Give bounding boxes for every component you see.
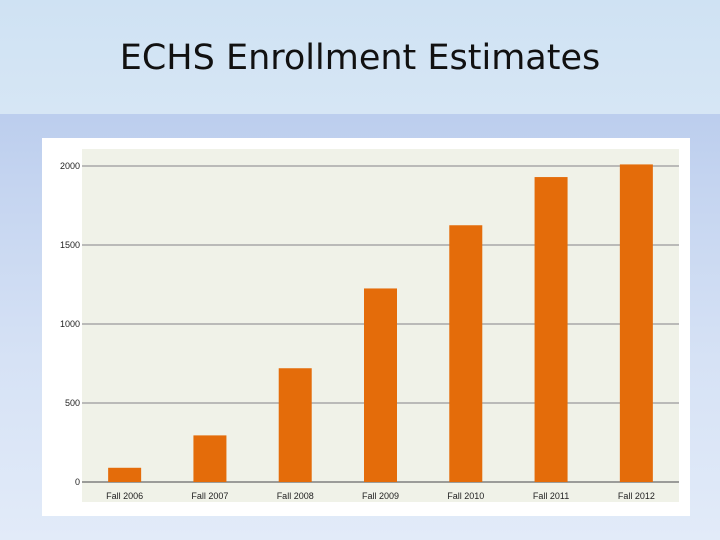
x-tick-label: Fall 2007 [191,491,228,501]
bar [364,288,397,482]
x-tick-label: Fall 2012 [618,491,655,501]
x-tick-label: Fall 2009 [362,491,399,501]
y-tick-label: 2000 [60,161,80,171]
y-tick-label: 500 [65,398,80,408]
bar [619,164,653,483]
x-tick-label: Fall 2006 [106,491,143,501]
bar [278,368,312,482]
y-tick-label: 0 [75,477,80,487]
title-band [0,0,720,114]
bar [108,467,142,482]
bar [193,435,227,482]
x-tick-label: Fall 2008 [277,491,314,501]
bar [449,225,483,482]
y-tick-label: 1000 [60,319,80,329]
x-tick-label: Fall 2011 [533,491,569,501]
y-tick-label: 1500 [60,240,80,250]
x-tick-label: Fall 2010 [447,491,484,501]
slide-title: ECHS Enrollment Estimates [119,38,601,78]
bar [534,177,568,482]
y-axis-ticks: 0 500 1000 1500 2000 [60,161,80,487]
bars [108,164,653,483]
x-axis-ticks: Fall 2006 Fall 2007 Fall 2008 Fall 2009 Fall… [106,491,655,501]
